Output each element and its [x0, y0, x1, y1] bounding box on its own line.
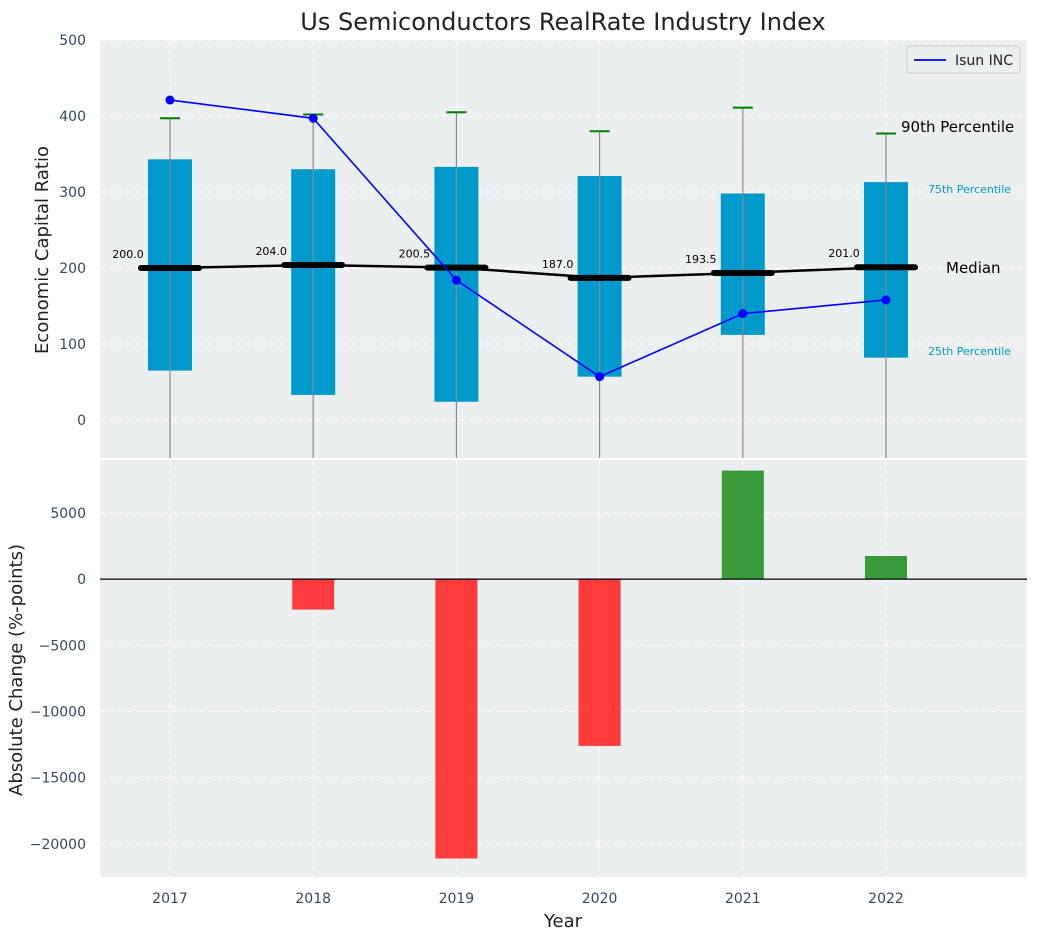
x-axis-label: Year	[543, 911, 583, 932]
median-value-label: 201.0	[828, 247, 860, 260]
bottom-y-tick-label: −10000	[30, 705, 86, 721]
median-value-label: 200.5	[399, 248, 431, 261]
series-line-isun-inc	[169, 99, 887, 378]
median-annotation: Median	[946, 259, 1001, 277]
change-bar	[292, 579, 335, 610]
x-tick-label: 2021	[725, 891, 761, 907]
change-bar	[578, 579, 621, 746]
top-y-tick-label: 300	[59, 185, 86, 201]
top-y-tick-label: 0	[77, 413, 86, 429]
top-y-tick-label: 500	[59, 33, 86, 49]
change-bar	[435, 579, 478, 859]
median-value-label: 187.0	[542, 258, 574, 271]
bottom-y-tick-label: 0	[77, 572, 86, 588]
p90-annotation: 90th Percentile	[901, 118, 1014, 136]
series-point	[881, 295, 891, 305]
top-y-tick-label: 100	[59, 337, 86, 353]
change-bar	[721, 470, 764, 580]
median-value-label: 193.5	[685, 253, 717, 266]
top-y-axis-label: Economic Capital Ratio	[32, 146, 53, 354]
series-point	[308, 113, 318, 123]
series-point	[595, 372, 605, 382]
x-tick-label: 2018	[295, 891, 331, 907]
legend-label: Isun INC	[955, 53, 1013, 69]
series-point	[451, 275, 461, 285]
bottom-y-tick-label: −15000	[30, 771, 86, 787]
bottom-y-axis-label: Absolute Change (%-points)	[6, 544, 27, 796]
top-y-tick-label: 200	[59, 261, 86, 277]
bottom-plot-background	[100, 460, 1027, 877]
bottom-panel: −20000 −15000 −10000 −5000 0 5000 2017 2018 2019…	[30, 460, 1027, 907]
bottom-y-tick-label: 5000	[50, 506, 86, 522]
p25-annotation: 25th Percentile	[928, 345, 1011, 358]
p75-annotation: 75th Percentile	[928, 183, 1011, 196]
median-value-label: 200.0	[112, 248, 144, 261]
bottom-y-tick-label: −5000	[39, 638, 86, 654]
x-tick-label: 2020	[582, 891, 618, 907]
x-tick-label: 2019	[439, 891, 475, 907]
change-bar	[865, 555, 907, 580]
series-point	[738, 309, 748, 319]
chart-title: Us Semiconductors RealRate Industry Inde…	[300, 8, 825, 36]
legend-box	[906, 45, 1021, 74]
x-tick-label: 2017	[152, 891, 188, 907]
series-point	[165, 95, 175, 105]
bottom-y-tick-label: −20000	[30, 837, 86, 853]
median-line	[169, 263, 887, 280]
top-panel: 0 100 200 300 400 500 200.0 204.0 200.5 187.0 193.…	[59, 33, 1027, 458]
top-y-tick-label: 400	[59, 109, 86, 125]
median-value-label: 204.0	[255, 245, 287, 258]
x-tick-label: 2022	[868, 891, 904, 907]
legend: Isun INC	[906, 45, 1021, 74]
